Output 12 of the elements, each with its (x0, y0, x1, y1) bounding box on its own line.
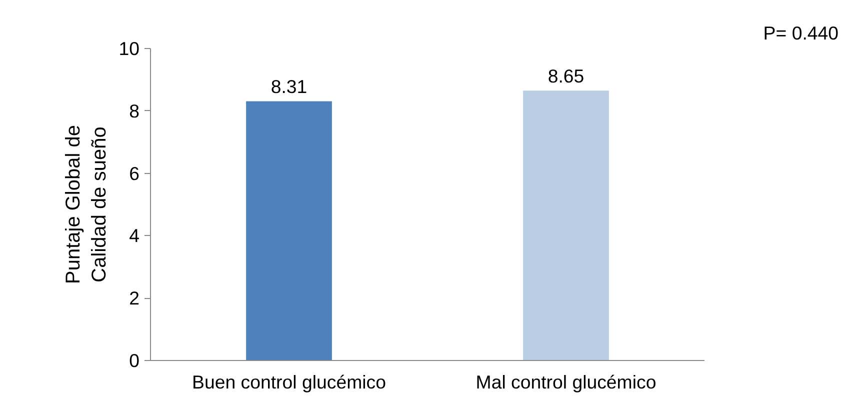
text: P= 0.440 (763, 22, 839, 44)
x-tick-label: Mal control glucémico (476, 372, 656, 392)
data-label: 8.65 (548, 66, 584, 87)
y-tick-label: 6 (129, 162, 140, 184)
y-tick-label: 2 (129, 288, 140, 309)
y-tick-label: 0 (129, 350, 140, 371)
data-label: 8.31 (270, 76, 308, 98)
y-tick-label: 10 (118, 38, 140, 59)
y-tick-label: 8 (129, 100, 140, 122)
x-tick-label: Buen control glucémico (192, 372, 386, 392)
y-tick-label: 4 (129, 225, 140, 246)
y-axis-title: Puntaje Global de Calidad de sueño (62, 124, 111, 284)
